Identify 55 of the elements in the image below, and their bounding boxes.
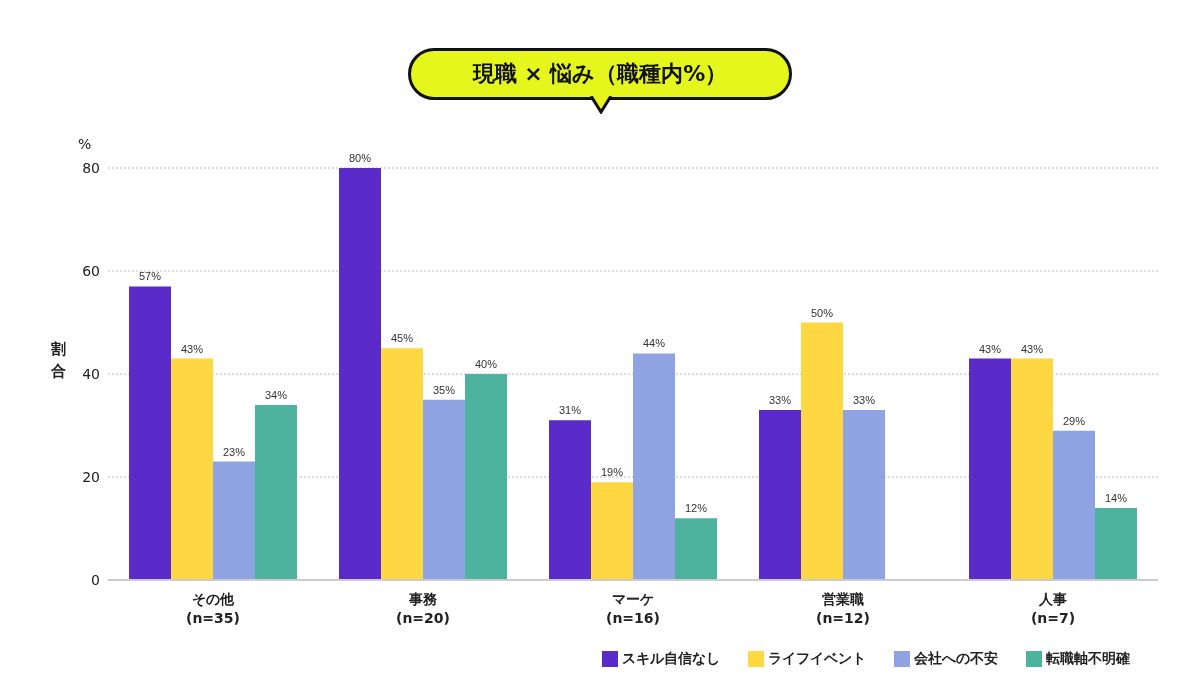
bar — [633, 353, 675, 580]
bar — [255, 404, 297, 580]
data-label: 34% — [264, 388, 288, 401]
bar — [549, 420, 591, 580]
bar — [675, 518, 717, 580]
bar — [129, 286, 171, 580]
bar — [171, 358, 213, 580]
data-label: 33% — [852, 394, 876, 407]
x-tick-label: 事務 (n=20) — [396, 591, 450, 626]
data-label: 29% — [1062, 414, 1086, 427]
bar — [591, 482, 633, 580]
data-label: 57% — [138, 270, 162, 283]
bar — [213, 461, 255, 580]
data-label: 80% — [348, 152, 372, 164]
x-tick-label: その他 (n=35) — [186, 591, 240, 626]
bar — [465, 374, 507, 580]
data-label: 33% — [768, 394, 792, 407]
data-label: 19% — [600, 466, 624, 479]
data-label: 35% — [432, 383, 456, 396]
bar — [1011, 358, 1053, 580]
bar — [339, 168, 381, 580]
y-tick-label: 40 — [82, 365, 100, 382]
bar — [759, 410, 801, 580]
data-label: 44% — [642, 337, 666, 350]
data-label: 23% — [222, 445, 246, 458]
data-label: 40% — [474, 358, 498, 370]
bar — [843, 410, 885, 580]
legend-label: 会社への不安 — [914, 650, 998, 666]
y-axis-title: 割合 — [49, 339, 67, 382]
data-label: 43% — [978, 342, 1002, 355]
text: % — [78, 136, 92, 152]
y-tick-label: 20 — [82, 468, 100, 485]
x-tick-label: マーケ (n=16) — [606, 591, 660, 626]
data-label: 50% — [810, 306, 834, 319]
data-label: 12% — [684, 502, 708, 515]
bar — [1053, 430, 1095, 580]
bar — [381, 348, 423, 580]
legend-label: 転職軸不明確 — [1046, 650, 1130, 666]
legend-label: スキル自信なし — [622, 650, 720, 666]
data-label: 43% — [180, 342, 204, 355]
bar — [423, 399, 465, 580]
chart-title: 現職 × 悩み（職種内%） — [472, 60, 728, 88]
y-tick-label: 80 — [82, 159, 100, 176]
y-tick-label: 60 — [82, 262, 100, 279]
data-label: 14% — [1104, 491, 1128, 504]
bar — [969, 358, 1011, 580]
data-label: 43% — [1020, 342, 1044, 355]
x-tick-label: 営業職 (n=12) — [816, 591, 870, 626]
legend-label: ライフイベント — [768, 650, 866, 666]
x-tick-label: 人事 (n=7) — [1030, 591, 1076, 626]
y-tick-label: 0 — [91, 571, 100, 588]
bar — [801, 322, 843, 580]
data-label: 31% — [558, 404, 582, 417]
data-label: 45% — [390, 332, 414, 345]
bar — [1095, 507, 1137, 580]
